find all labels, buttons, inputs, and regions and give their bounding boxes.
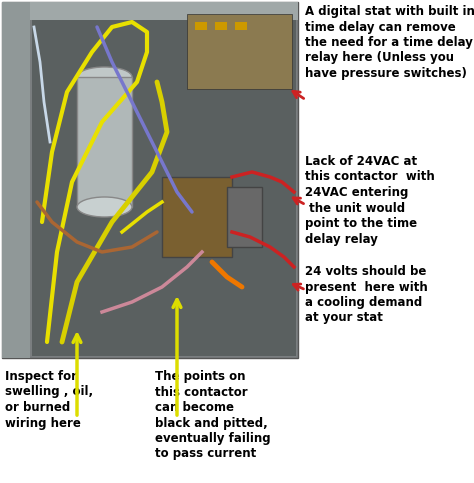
Bar [215,22,227,30]
Bar [187,14,292,89]
Bar [235,22,247,30]
Text: Lack of 24VAC at
this contactor  with
24VAC entering
 the unit would
point to th: Lack of 24VAC at this contactor with 24V… [305,155,435,245]
Text: 24 volts should be
present  here with
a cooling demand
at your stat: 24 volts should be present here with a c… [305,265,428,325]
Bar [162,177,232,257]
Bar [227,187,262,247]
Bar [32,20,296,356]
Text: A digital stat with built in
time delay can remove
the need for a time delay
rel: A digital stat with built in time delay … [305,5,474,80]
Bar [195,22,207,30]
Bar [2,2,30,358]
Ellipse shape [77,67,132,87]
Bar [2,2,298,358]
Bar [2,2,298,20]
Ellipse shape [77,197,132,217]
Text: The points on
this contactor
can become
black and pitted,
eventually failing
to : The points on this contactor can become … [155,370,271,460]
Text: Inspect for
swelling , oil,
or burned
wiring here: Inspect for swelling , oil, or burned wi… [5,370,93,429]
Bar [77,77,132,207]
